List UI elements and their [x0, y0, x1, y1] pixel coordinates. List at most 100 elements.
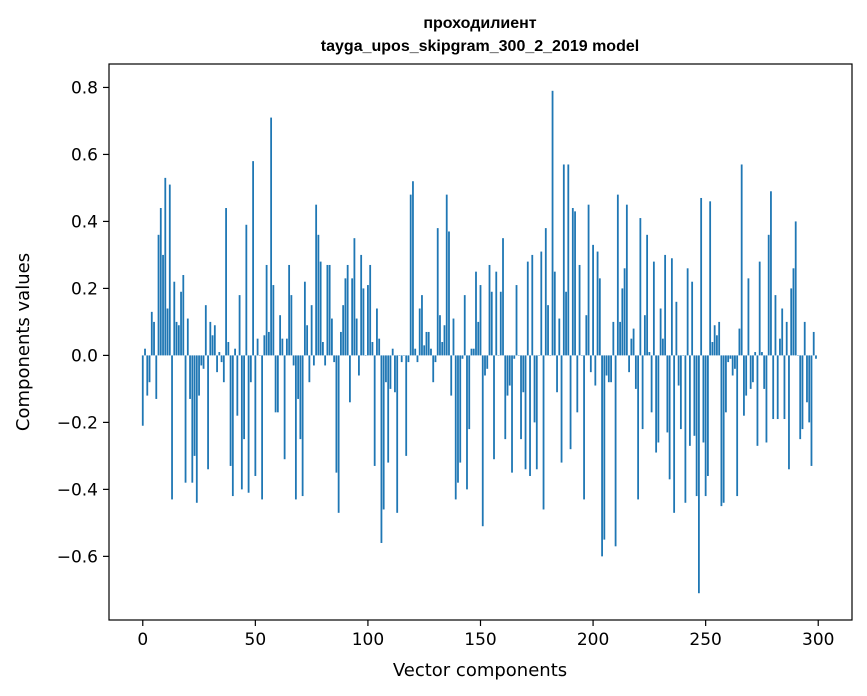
bar-component-269	[747, 278, 750, 356]
bar-component-251	[707, 355, 709, 476]
bar-component-119	[409, 194, 412, 356]
bar-component-154	[488, 264, 491, 356]
bar-component-193	[576, 355, 579, 413]
bar-component-18	[182, 275, 185, 356]
bar-component-96	[358, 355, 360, 376]
bar-component-153	[486, 355, 489, 369]
y-tick-label: −0.2	[57, 413, 98, 433]
bar-component-24	[195, 355, 198, 503]
x-tick-label: 200	[577, 630, 609, 650]
bar-component-137	[450, 355, 453, 396]
bar-component-110	[389, 355, 392, 389]
bar-component-260	[727, 355, 730, 363]
bar-component-208	[610, 355, 612, 383]
bar-component-8	[159, 208, 162, 356]
bar-component-49	[252, 161, 254, 356]
bar-component-247	[698, 355, 700, 594]
bar-component-253	[711, 342, 714, 356]
bar-component-54	[263, 335, 266, 356]
bar-component-71	[301, 355, 304, 497]
bar-component-85	[333, 355, 336, 363]
bar-component-6	[155, 355, 158, 399]
bar-component-198	[587, 204, 590, 356]
bar-component-126	[425, 331, 428, 356]
bar-component-113	[396, 355, 399, 513]
bar-component-266	[740, 164, 743, 356]
bar-component-86	[335, 355, 338, 473]
bar-component-157	[495, 271, 498, 356]
bar-series	[141, 90, 817, 594]
bar-component-188	[565, 291, 567, 356]
bar-component-205	[603, 355, 606, 540]
bar-component-220	[637, 355, 640, 500]
bar-component-42	[236, 355, 239, 416]
bar-component-185	[558, 318, 561, 356]
bar-component-32	[213, 325, 216, 356]
bar-component-238	[677, 355, 680, 386]
bar-component-248	[700, 197, 703, 356]
bar-component-1	[144, 348, 146, 356]
bar-component-5	[153, 321, 155, 356]
bar-component-117	[405, 355, 408, 456]
bar-component-232	[664, 254, 667, 356]
bar-component-161	[504, 355, 507, 440]
bar-component-123	[418, 308, 421, 356]
bar-component-84	[331, 318, 333, 356]
bar-component-209	[612, 321, 615, 356]
bar-component-178	[542, 355, 545, 510]
bar-component-289	[792, 268, 795, 356]
bar-component-97	[360, 254, 363, 356]
bar-component-218	[632, 328, 635, 356]
bar-component-292	[799, 355, 802, 440]
bar-component-197	[585, 315, 588, 356]
bar-component-7	[157, 234, 160, 356]
bar-component-141	[459, 355, 462, 463]
bar-component-68	[294, 355, 297, 500]
bar-component-102	[371, 342, 374, 356]
x-tick-label: 0	[137, 630, 148, 650]
bar-component-89	[342, 305, 345, 356]
x-tick-label: 150	[464, 630, 496, 650]
bar-component-257	[720, 355, 723, 507]
bar-component-235	[670, 258, 673, 356]
bar-component-135	[445, 194, 448, 356]
bar-component-28	[204, 305, 207, 356]
bar-component-121	[414, 348, 417, 356]
bar-component-164	[511, 355, 513, 473]
bar-component-80	[321, 342, 324, 356]
bar-component-234	[668, 355, 671, 480]
bar-component-172	[529, 355, 531, 476]
bar-component-258	[722, 355, 725, 503]
bar-component-222	[641, 355, 644, 430]
bar-component-180	[547, 305, 549, 356]
bar-component-23	[193, 355, 196, 456]
bar-component-226	[650, 355, 653, 413]
bar-component-231	[661, 338, 664, 356]
bar-component-133	[441, 342, 444, 356]
bar-component-106	[380, 355, 383, 543]
bar-component-249	[702, 355, 705, 443]
x-tick-label: 300	[802, 630, 834, 650]
bar-component-27	[202, 355, 205, 369]
bar-component-78	[317, 234, 320, 356]
bar-component-228	[655, 355, 658, 453]
bar-component-204	[601, 355, 603, 557]
bar-component-196	[583, 355, 585, 500]
bar-component-72	[303, 281, 306, 356]
y-tick-label: −0.6	[57, 547, 98, 567]
bar-component-44	[240, 355, 243, 490]
bar-component-55	[265, 264, 268, 356]
bar-component-91	[346, 264, 349, 356]
bar-component-146	[470, 348, 473, 356]
bar-component-299	[815, 355, 817, 359]
bar-component-255	[716, 335, 718, 356]
bar-component-81	[324, 355, 327, 366]
bar-component-75	[310, 305, 313, 356]
y-tick-label: 0.6	[71, 145, 98, 165]
bar-component-63	[283, 355, 286, 460]
bar-component-25	[198, 355, 200, 396]
bar-component-12	[168, 184, 171, 356]
bar-component-254	[713, 325, 716, 356]
bar-component-125	[423, 345, 426, 356]
bar-component-95	[355, 318, 358, 356]
